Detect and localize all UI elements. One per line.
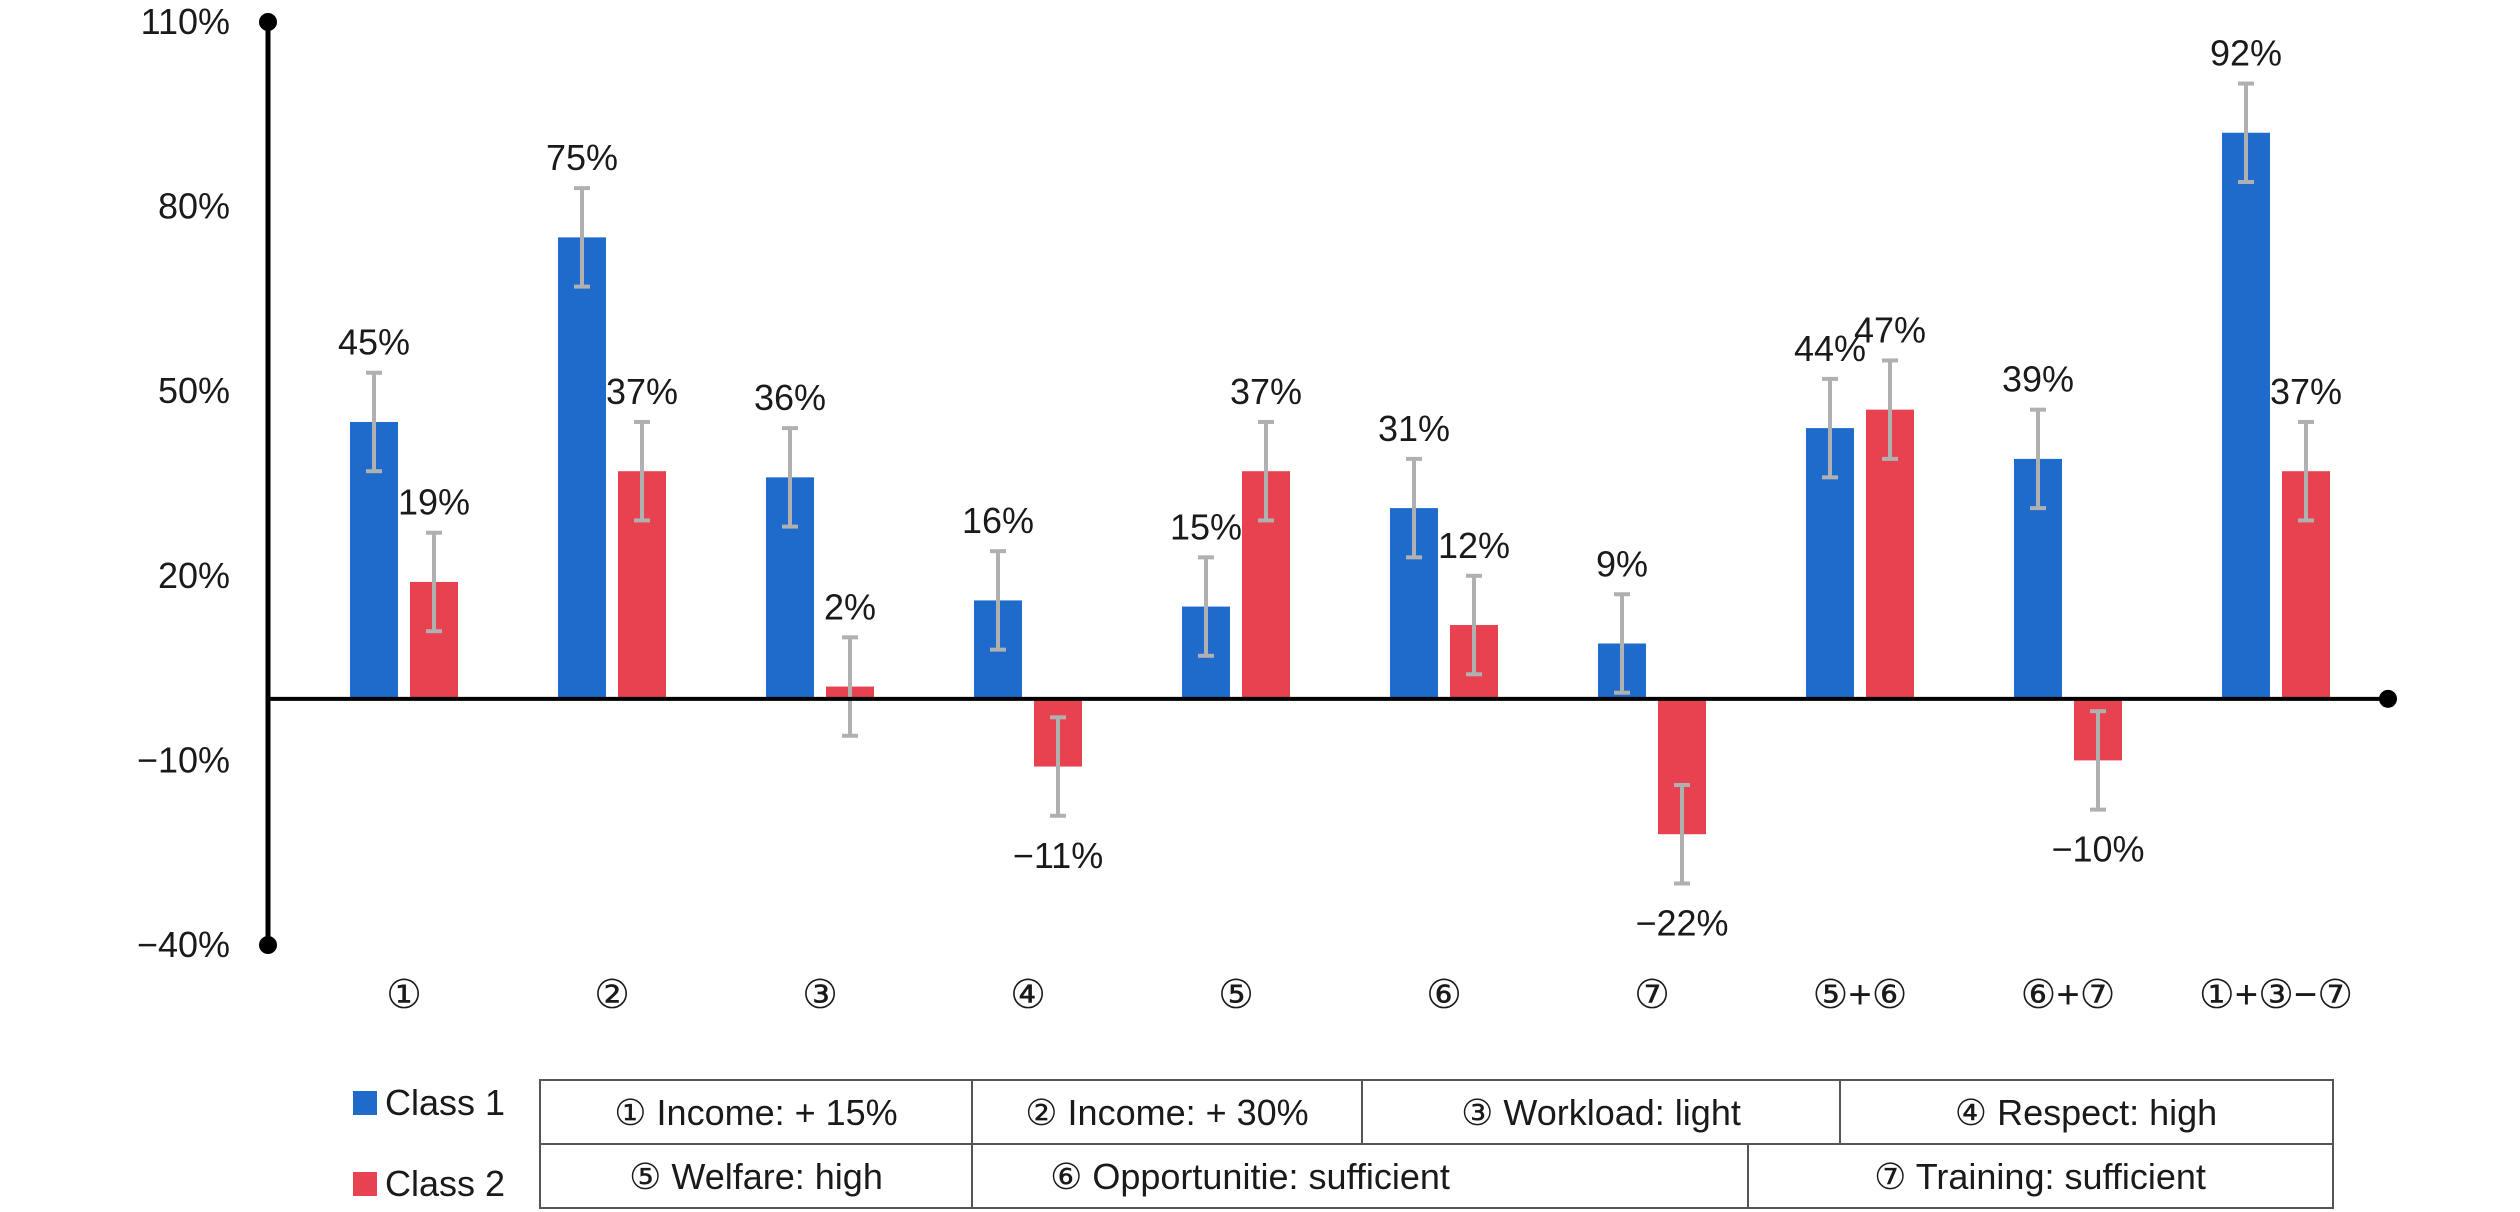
data-label: 75%: [546, 137, 618, 178]
factor-table: ① Income: + 15% ② Income: + 30% ③ Worklo…: [539, 1079, 2334, 1209]
data-label: 45%: [338, 322, 410, 363]
legend-label-class-1: Class 1: [385, 1082, 505, 1123]
data-label: 16%: [962, 500, 1034, 541]
data-label: −22%: [1635, 902, 1728, 943]
table-cell: ① Income: + 15%: [614, 1092, 897, 1133]
legend-label-class-2: Class 2: [385, 1163, 505, 1204]
category-label: ⑥+⑦: [2020, 973, 2115, 1017]
category-label: ①: [386, 973, 422, 1017]
legend: Class 1 Class 2: [353, 1082, 505, 1204]
data-label: 36%: [754, 377, 826, 418]
data-label: −11%: [1013, 835, 1103, 876]
data-label: 2%: [824, 586, 876, 627]
data-label: 37%: [2270, 371, 2342, 412]
data-label: 47%: [1854, 309, 1926, 350]
y-axis-bottom-dot: [259, 936, 277, 954]
table-cell: ④ Respect: high: [1955, 1092, 2217, 1133]
data-label: 15%: [1170, 506, 1242, 547]
bar-class-1: [2222, 132, 2270, 699]
category-label: ④: [1010, 973, 1046, 1017]
category-label: ③: [802, 973, 838, 1017]
data-label: 31%: [1378, 408, 1450, 449]
category-label: ⑤+⑥: [1812, 973, 1907, 1017]
data-label: −10%: [2051, 829, 2144, 870]
y-tick-label: 110%: [141, 1, 230, 42]
y-tick-label: 50%: [158, 370, 230, 411]
category-label: ①+③−⑦: [2199, 973, 2353, 1017]
y-tick-label: −10%: [137, 739, 230, 780]
data-label: 37%: [606, 371, 678, 412]
data-labels-layer: 45% 19% 75% 37% 36% 2% 16% −11% 15% 37% 31% 12% 9% −2…: [338, 33, 2342, 944]
bars-layer: [350, 132, 2330, 835]
y-tick-label: 80%: [158, 186, 230, 227]
table-cell: ⑤ Welfare: high: [629, 1156, 883, 1197]
y-tick-label: −40%: [137, 924, 230, 965]
y-tick-label: 20%: [158, 555, 230, 596]
data-label: 19%: [398, 482, 470, 523]
table-cell: ⑥ Opportunitie: sufficient: [1050, 1156, 1450, 1197]
legend-swatch-class-1: [353, 1091, 377, 1115]
data-label: 92%: [2210, 33, 2282, 74]
bar-class-1: [558, 237, 606, 699]
data-label: 12%: [1438, 525, 1510, 566]
category-label: ⑦: [1634, 973, 1670, 1017]
error-bars-layer: [366, 81, 2314, 886]
category-label: ⑥: [1426, 973, 1462, 1017]
data-label: 44%: [1794, 328, 1866, 369]
table-cell: ② Income: + 30%: [1025, 1092, 1308, 1133]
table-cell: ③ Workload: light: [1461, 1092, 1741, 1133]
legend-swatch-class-2: [353, 1172, 377, 1196]
category-labels-layer: ① ② ③ ④ ⑤ ⑥ ⑦ ⑤+⑥ ⑥+⑦ ①+③−⑦: [386, 973, 2353, 1017]
data-label: 9%: [1596, 543, 1648, 584]
table-cell: ⑦ Training: sufficient: [1874, 1156, 2206, 1197]
x-axis-end-dot: [2379, 689, 2397, 708]
category-label: ②: [594, 973, 630, 1017]
axes-layer: 110% 80% 50% 20% −10% −40%: [137, 1, 2397, 965]
y-axis-top-dot: [259, 13, 277, 31]
data-label: 39%: [2002, 359, 2074, 400]
data-label: 37%: [1230, 371, 1302, 412]
category-label: ⑤: [1218, 973, 1254, 1017]
